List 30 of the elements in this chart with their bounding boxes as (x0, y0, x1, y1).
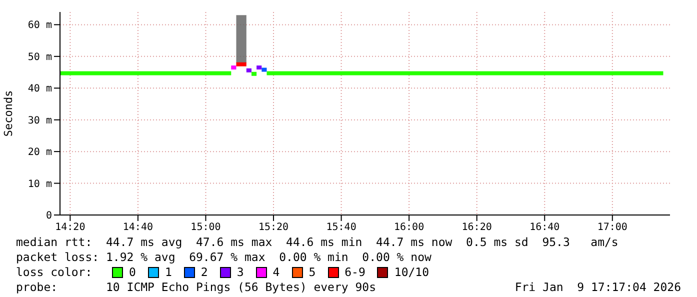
y-tick-label: 10 m (28, 178, 52, 190)
legend-label: 2 (200, 265, 208, 280)
text: probe: 10 ICMP Echo Pings (56 Bytes) every 90s (16, 280, 376, 295)
y-tick-label: 60 m (28, 20, 52, 32)
x-tick-label: 16:20 (462, 222, 492, 234)
legend-label: 6-9 (344, 265, 366, 280)
x-tick-label: 14:40 (122, 222, 154, 234)
y-axis-title: Seconds (2, 90, 15, 137)
legend-label: 1 (164, 265, 172, 280)
x-tick-label: 16:00 (394, 222, 424, 234)
x-tick-label: 14:20 (55, 222, 86, 234)
y-tick-label: 20 m (28, 147, 52, 158)
x-tick-label: 15:00 (190, 222, 221, 234)
legend-label: 4 (272, 265, 280, 280)
x-tick-label: 17:00 (597, 222, 628, 234)
y-tick-label: 30 m (28, 115, 52, 126)
x-tick-label: 15:20 (258, 222, 289, 234)
legend-title: loss color: (16, 265, 94, 280)
y-tick-label: 40 m (28, 84, 52, 95)
legend-label: 10/10 (393, 265, 430, 280)
text: median rtt: 44.7 ms avg 47.6 ms max 44.6 ms min 44.7 ms now 0.5 ms sd 95.3 am/s (16, 235, 620, 250)
y-tick-label: 0 (46, 210, 52, 222)
legend-label: 0 (128, 265, 136, 280)
text: Fri Jan 9 17:17:04 2026 (514, 280, 681, 295)
y-tick-label: 50 m (28, 52, 52, 63)
legend-label: 3 (236, 265, 244, 280)
legend-label: 5 (308, 265, 316, 280)
x-tick-label: 15:40 (326, 222, 356, 234)
x-tick-label: 16:40 (530, 222, 560, 234)
text: packet loss: 1.92 % avg 69.67 % max 0.00 % min 0.00 % now (16, 250, 432, 265)
